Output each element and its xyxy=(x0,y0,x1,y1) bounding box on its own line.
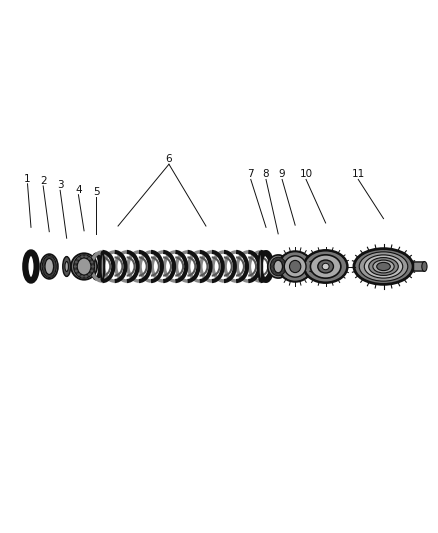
Ellipse shape xyxy=(43,271,46,273)
Text: 8: 8 xyxy=(263,169,269,180)
Ellipse shape xyxy=(71,253,97,280)
Ellipse shape xyxy=(311,255,341,278)
Ellipse shape xyxy=(369,257,398,276)
Text: 6: 6 xyxy=(166,154,172,164)
Ellipse shape xyxy=(268,255,289,278)
Ellipse shape xyxy=(74,255,95,278)
Ellipse shape xyxy=(101,252,104,281)
Ellipse shape xyxy=(304,251,347,282)
Ellipse shape xyxy=(275,258,278,260)
Text: 1: 1 xyxy=(24,174,31,184)
Ellipse shape xyxy=(77,257,80,260)
Ellipse shape xyxy=(90,261,93,263)
Ellipse shape xyxy=(85,275,88,278)
Ellipse shape xyxy=(272,270,275,272)
Ellipse shape xyxy=(63,256,71,277)
Ellipse shape xyxy=(43,260,46,262)
Ellipse shape xyxy=(49,256,52,259)
Text: 2: 2 xyxy=(40,176,46,186)
Ellipse shape xyxy=(283,265,286,268)
Ellipse shape xyxy=(77,273,80,276)
Ellipse shape xyxy=(364,255,403,278)
Ellipse shape xyxy=(88,257,91,260)
Ellipse shape xyxy=(53,265,56,268)
Ellipse shape xyxy=(81,275,84,278)
Ellipse shape xyxy=(354,248,413,285)
Ellipse shape xyxy=(359,252,408,281)
Ellipse shape xyxy=(49,274,52,277)
Text: 5: 5 xyxy=(93,187,99,197)
Ellipse shape xyxy=(90,270,93,272)
Ellipse shape xyxy=(422,262,427,271)
Ellipse shape xyxy=(290,261,301,272)
Ellipse shape xyxy=(77,258,91,275)
Ellipse shape xyxy=(45,259,53,274)
Ellipse shape xyxy=(284,256,306,277)
Ellipse shape xyxy=(81,255,84,258)
Text: 9: 9 xyxy=(279,169,286,180)
Ellipse shape xyxy=(282,270,285,272)
Text: 3: 3 xyxy=(57,180,64,190)
Ellipse shape xyxy=(322,263,329,270)
Ellipse shape xyxy=(279,273,282,275)
FancyBboxPatch shape xyxy=(413,262,424,271)
Ellipse shape xyxy=(74,265,77,268)
Text: 10: 10 xyxy=(300,169,313,180)
Ellipse shape xyxy=(271,265,274,268)
Ellipse shape xyxy=(91,265,94,268)
Ellipse shape xyxy=(85,255,88,258)
Ellipse shape xyxy=(42,265,45,268)
Ellipse shape xyxy=(279,258,282,260)
Ellipse shape xyxy=(275,273,278,275)
Ellipse shape xyxy=(377,262,390,271)
Text: 7: 7 xyxy=(247,169,254,180)
Ellipse shape xyxy=(282,261,285,263)
Ellipse shape xyxy=(46,256,49,259)
Ellipse shape xyxy=(46,274,49,277)
Ellipse shape xyxy=(41,254,58,279)
Ellipse shape xyxy=(53,271,55,273)
Ellipse shape xyxy=(65,262,68,271)
Ellipse shape xyxy=(373,260,394,273)
Ellipse shape xyxy=(53,260,55,262)
Ellipse shape xyxy=(75,261,78,263)
Ellipse shape xyxy=(75,270,78,272)
Ellipse shape xyxy=(88,273,91,276)
Ellipse shape xyxy=(274,260,283,273)
Ellipse shape xyxy=(279,251,312,282)
Ellipse shape xyxy=(272,261,275,263)
Ellipse shape xyxy=(270,257,286,276)
Ellipse shape xyxy=(318,260,333,273)
Text: 4: 4 xyxy=(75,185,82,195)
Ellipse shape xyxy=(42,256,56,277)
Text: 11: 11 xyxy=(352,169,365,180)
Ellipse shape xyxy=(258,252,262,281)
